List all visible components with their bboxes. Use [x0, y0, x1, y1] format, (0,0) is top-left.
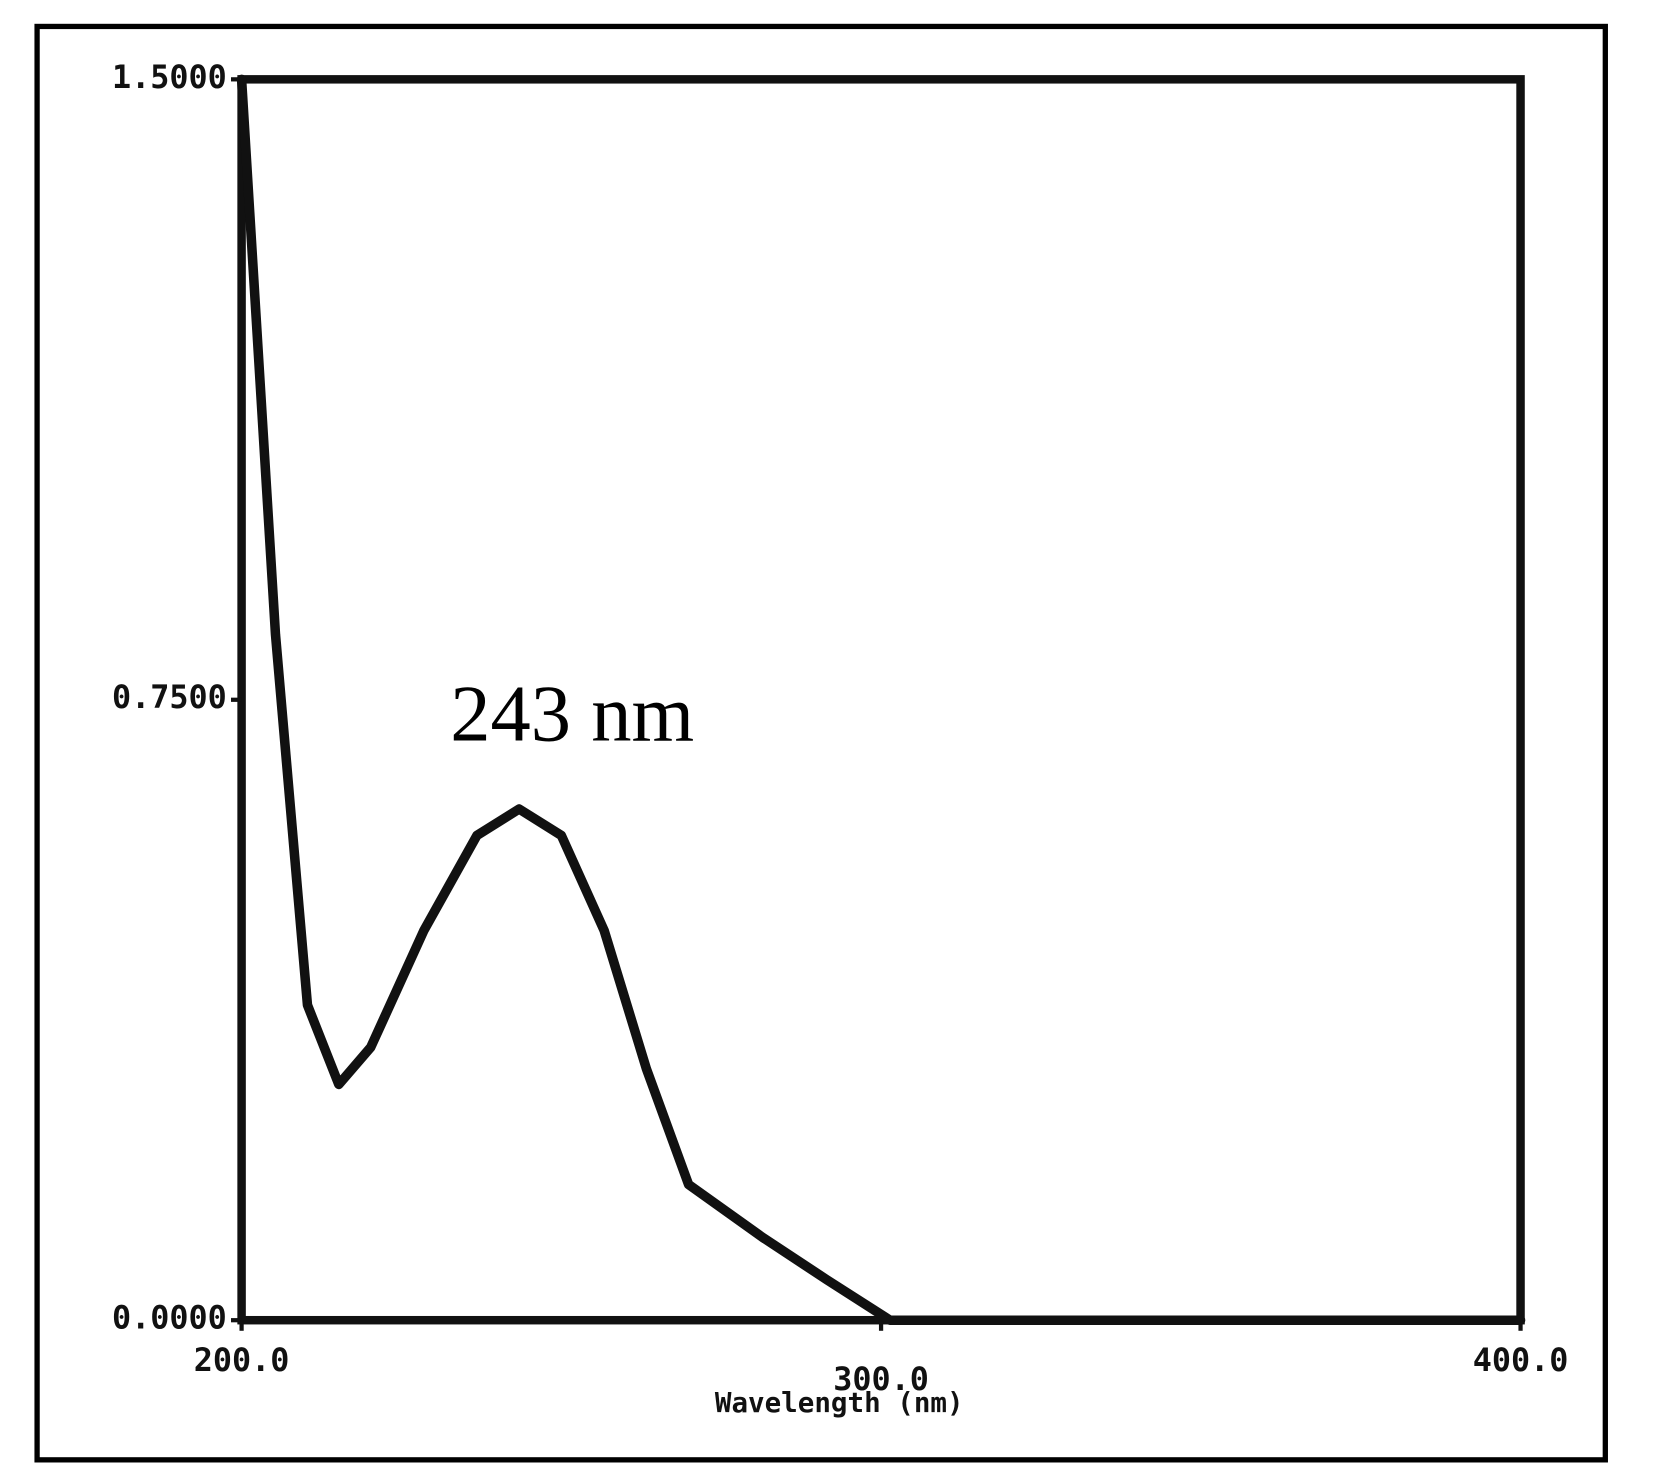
spectrum-line	[236, 74, 1526, 1325]
figure-frame	[34, 23, 1608, 1463]
plot-frame	[237, 75, 1525, 1325]
peak-annotation: 243 nm	[450, 670, 694, 759]
x-tick-label: 400.0	[1473, 1343, 1569, 1379]
x-tick-label: 300.0	[833, 1362, 929, 1398]
x-tick-label: 200.0	[194, 1343, 290, 1379]
y-tick-label: 1.5000	[112, 60, 227, 96]
x-axis-title: Wavelength (nm)	[715, 1387, 964, 1419]
y-tick-label: 0.7500	[112, 680, 227, 716]
y-tick-label: 0.0000	[112, 1301, 227, 1337]
